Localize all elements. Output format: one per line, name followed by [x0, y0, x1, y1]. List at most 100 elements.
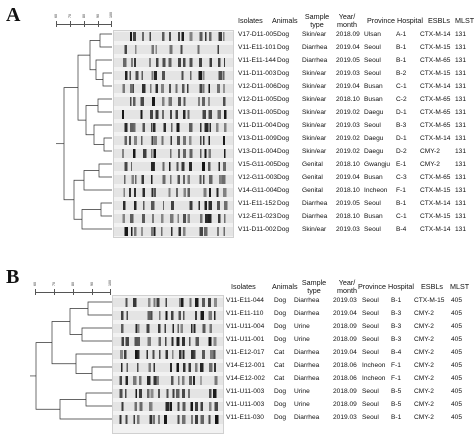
cell-isolate: V11-D11-004	[238, 122, 277, 129]
scale-tick	[111, 21, 112, 27]
cell-year-month: 2019.03	[336, 70, 360, 77]
gel-lane	[114, 58, 233, 67]
cell-hospital: D-1	[396, 109, 407, 116]
cell-isolate: V11-E11-152	[238, 200, 276, 207]
cell-animal: Dog	[277, 109, 290, 116]
table-row: V11-E11-030 Dog Diarrhea 2019.03 Seoul B-1 CMY…	[0, 414, 474, 427]
cell-province: Seoul	[364, 226, 381, 233]
cell-esbl: CTX-M-65	[420, 96, 451, 103]
cell-animal: Cat	[274, 375, 285, 382]
cell-hospital: B-1	[396, 200, 407, 207]
cell-sample-type: Diarrhea	[294, 349, 320, 356]
cell-esbl: CTX-M-14	[420, 135, 451, 142]
cell-animal: Dog	[274, 323, 287, 330]
cell-year-month: 2018.10	[336, 96, 360, 103]
table-row: V11-U11-001 Dog Urine 2018.09 Seoul B-3 CMY-2 4…	[0, 336, 474, 349]
table-row: V14-G11-004 Dog Genital 2018.10 Incheon F-1 CT…	[0, 187, 474, 200]
cell-sample-type: Diarrhea	[302, 213, 328, 220]
cell-sample-type: Genital	[302, 174, 323, 181]
cell-isolate: V12-E11-023	[238, 213, 277, 220]
cell-esbl: CMY-2	[414, 349, 434, 356]
cell-year-month: 2019.05	[336, 200, 360, 207]
cell-isolate: V11-U11-004	[226, 323, 265, 330]
cell-province: Busan	[364, 83, 383, 90]
cell-province: Seoul	[364, 44, 381, 51]
cell-mlst: 405	[451, 388, 463, 395]
gel-lane	[113, 311, 223, 320]
cell-sample-type: Urine	[294, 336, 310, 343]
cell-sample-type: Diarrhea	[294, 297, 320, 304]
cell-sample-type: Skin/ear	[302, 70, 327, 77]
header-esbls: ESBLs	[421, 282, 443, 291]
cell-sample-type: Skin/ear	[302, 122, 327, 129]
cell-esbl: CTX-M-15	[420, 187, 451, 194]
cell-hospital: C-3	[396, 174, 407, 181]
pfge-gel-image-a	[113, 30, 234, 238]
cell-year-month: 2019.02	[336, 135, 360, 142]
cell-mlst: 131	[455, 31, 467, 38]
scale-tick	[35, 289, 36, 295]
cell-year-month: 2018.09	[333, 336, 357, 343]
table-row: V14-E12-002 Cat Diarrhea 2018.06 Incheon F-1 C…	[0, 375, 474, 388]
cell-year-month: 2018.09	[333, 323, 357, 330]
cell-province: Seoul	[362, 349, 379, 356]
cell-province: Daegu	[364, 109, 384, 116]
cell-province: Incheon	[362, 375, 386, 382]
gel-lane	[114, 110, 233, 119]
gel-lane	[113, 337, 223, 346]
table-row: V11-D11-002 Dog Skin/ear 2019.03 Seoul B-4 CTX…	[0, 226, 474, 239]
cell-esbl: CMY-2	[414, 414, 434, 421]
gel-lane	[114, 149, 233, 158]
cell-sample-type: Urine	[294, 388, 310, 395]
cell-esbl: CMY-2	[414, 388, 434, 395]
cell-animal: Dog	[277, 161, 290, 168]
scale-tick-label: 70	[52, 282, 56, 286]
cell-animal: Dog	[274, 401, 287, 408]
cell-mlst: 131	[455, 187, 467, 194]
cell-sample-type: Skin/ear	[302, 83, 327, 90]
cell-sample-type: Urine	[294, 323, 310, 330]
cell-sample-type: Skin/ear	[302, 96, 327, 103]
cell-esbl: CMY-2	[414, 323, 434, 330]
cell-isolate: V11-D11-003	[238, 70, 277, 77]
similarity-scale: 60 70 80 90 100	[33, 280, 112, 295]
cell-mlst: 405	[451, 362, 463, 369]
cell-mlst: 131	[455, 226, 467, 233]
cell-province: Busan	[364, 96, 383, 103]
cell-esbl: CMY-2	[414, 362, 434, 369]
table-row: V11-E11-101 Dog Diarrhea 2019.04 Seoul B-1 CTX…	[0, 44, 474, 57]
gel-lane	[114, 227, 233, 236]
cell-esbl: CTX-M-65	[420, 57, 451, 64]
table-row: V11-E11-152 Dog Diarrhea 2019.05 Seoul B-1 CTX…	[0, 200, 474, 213]
cell-year-month: 2018.09	[333, 401, 357, 408]
cell-animal: Dog	[277, 213, 290, 220]
table-row: V12-D11-005 Dog Skin/ear 2018.10 Busan C-2 CTX…	[0, 96, 474, 109]
cell-esbl: CMY-2	[420, 148, 440, 155]
cell-animal: Dog	[274, 336, 287, 343]
cell-hospital: C-1	[396, 213, 407, 220]
cell-isolate: V13-D11-004	[238, 148, 277, 155]
gel-lane	[113, 402, 223, 411]
gel-lane	[113, 363, 223, 372]
cell-animal: Dog	[274, 414, 287, 421]
cell-isolate: V17-D11-005	[238, 31, 277, 38]
cell-province: Ulsan	[364, 31, 381, 38]
cell-isolate: V14-E12-001	[226, 362, 265, 369]
cell-province: Busan	[364, 213, 383, 220]
gel-lane	[113, 298, 223, 307]
cell-mlst: 131	[455, 122, 467, 129]
header-isolates: Isolates	[231, 282, 256, 291]
gel-lane	[114, 71, 233, 80]
cell-esbl: CMY-2	[414, 375, 434, 382]
header-year-month: Year/ month	[337, 12, 357, 29]
cell-province: Incheon	[362, 362, 386, 369]
cell-isolate: V11-U11-003	[226, 401, 265, 408]
cell-sample-type: Genital	[302, 187, 323, 194]
gel-lane	[114, 136, 233, 145]
cell-animal: Cat	[274, 349, 285, 356]
scale-tick-label: 100	[108, 280, 112, 286]
table-row: V11-U11-004 Dog Urine 2018.09 Seoul B-3 CMY-2 4…	[0, 323, 474, 336]
table-row: V12-G11-003 Dog Genital 2019.04 Busan C-3 CTX-…	[0, 174, 474, 187]
cell-hospital: B-1	[391, 414, 402, 421]
cell-year-month: 2018.06	[333, 362, 357, 369]
